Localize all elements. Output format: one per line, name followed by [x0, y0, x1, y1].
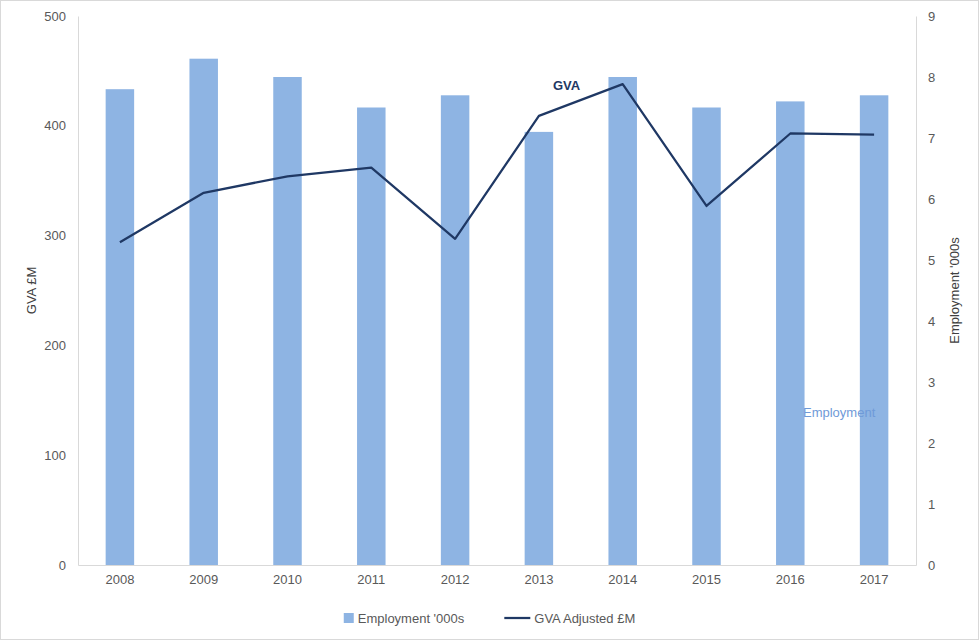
tick-label: 0 [928, 558, 935, 573]
bar [273, 77, 301, 565]
tick-label: 2012 [441, 572, 470, 587]
tick: 400 [44, 118, 78, 133]
axis-line [78, 17, 79, 566]
chart-frame [1, 1, 979, 640]
plot: 2008200920102011201220132014201520162017… [44, 9, 935, 588]
tick-label: 500 [44, 9, 66, 24]
legend: Employment '000s GVA Adjusted £M [344, 611, 635, 626]
tick: 2017 [860, 565, 889, 587]
x-axis: 2008 2009 2010 2011 2012 2013 2014 2015 2016 2017 [79, 565, 917, 587]
y-axis: 0 100 200 300 400 500 [44, 9, 78, 573]
tick: 2011 [357, 565, 385, 587]
tick: 2010 [273, 565, 302, 587]
marks [106, 59, 889, 565]
legend-swatch [344, 613, 354, 623]
tick: 2012 [441, 565, 470, 587]
bar [441, 95, 469, 565]
tick-label: 2017 [860, 572, 889, 587]
tick: 2009 [189, 565, 218, 587]
tick: 8 [916, 70, 935, 85]
bar [525, 132, 553, 565]
tick-label: 5 [928, 253, 935, 268]
chart: 2008200920102011201220132014201520162017… [0, 0, 979, 640]
tick: 2013 [524, 565, 553, 587]
tick-label: 2009 [189, 572, 218, 587]
tick: 0 [916, 558, 935, 573]
bar [692, 108, 720, 566]
tick: 9 [916, 9, 935, 24]
tick-label: 2015 [692, 572, 721, 587]
tick-label: 2016 [776, 572, 805, 587]
tick: 1 [916, 497, 935, 512]
legend-swatch [504, 617, 530, 619]
tick-label: 0 [59, 558, 66, 573]
annotation: Employment [803, 405, 876, 420]
tick: 2016 [776, 565, 805, 587]
tick-label: 4 [928, 314, 935, 329]
tick: 6 [916, 192, 935, 207]
bar [189, 59, 217, 565]
tick-label: 7 [928, 131, 935, 146]
bar [608, 77, 636, 565]
tick-label: 9 [928, 9, 935, 24]
tick: 100 [44, 448, 78, 463]
y2-axis: 0 1 2 3 4 5 6 7 8 9 [916, 9, 935, 573]
annotation: GVA [553, 78, 581, 93]
tick: 7 [916, 131, 935, 146]
axis-line [79, 565, 917, 566]
tick-label: 2013 [524, 572, 553, 587]
legend-item: Employment '000s [344, 611, 465, 626]
tick-label: 1 [928, 497, 935, 512]
tick-label: 8 [928, 70, 935, 85]
line [120, 84, 874, 242]
tick: 2 [916, 436, 935, 451]
bar [860, 95, 888, 565]
tick: 5 [916, 253, 935, 268]
legend-item: GVA Adjusted £M [504, 611, 635, 626]
legend-label: Employment '000s [358, 611, 465, 626]
tick: 500 [44, 9, 78, 24]
axis-title: Employment '000s [947, 237, 962, 344]
axis-title: GVA £M [24, 267, 39, 314]
tick-label: 2008 [105, 572, 134, 587]
axis-line [916, 17, 917, 566]
tick-label: 6 [928, 192, 935, 207]
tick-label: 2010 [273, 572, 302, 587]
tick: 2014 [608, 565, 637, 587]
tick: 3 [916, 375, 935, 390]
tick-label: 100 [44, 448, 66, 463]
bar-series [106, 59, 889, 565]
tick: 200 [44, 338, 78, 353]
tick: 0 [59, 558, 78, 573]
bar [106, 89, 134, 565]
tick-label: 400 [44, 118, 66, 133]
tick: 2008 [105, 565, 134, 587]
legend-label: GVA Adjusted £M [534, 611, 635, 626]
tick: 4 [916, 314, 935, 329]
bar [776, 101, 804, 565]
tick-label: 300 [44, 228, 66, 243]
tick-label: 3 [928, 375, 935, 390]
tick-label: 2 [928, 436, 935, 451]
tick-label: 2011 [357, 572, 385, 587]
tick: 300 [44, 228, 78, 243]
tick-label: 2014 [608, 572, 637, 587]
tick-label: 200 [44, 338, 66, 353]
tick: 2015 [692, 565, 721, 587]
